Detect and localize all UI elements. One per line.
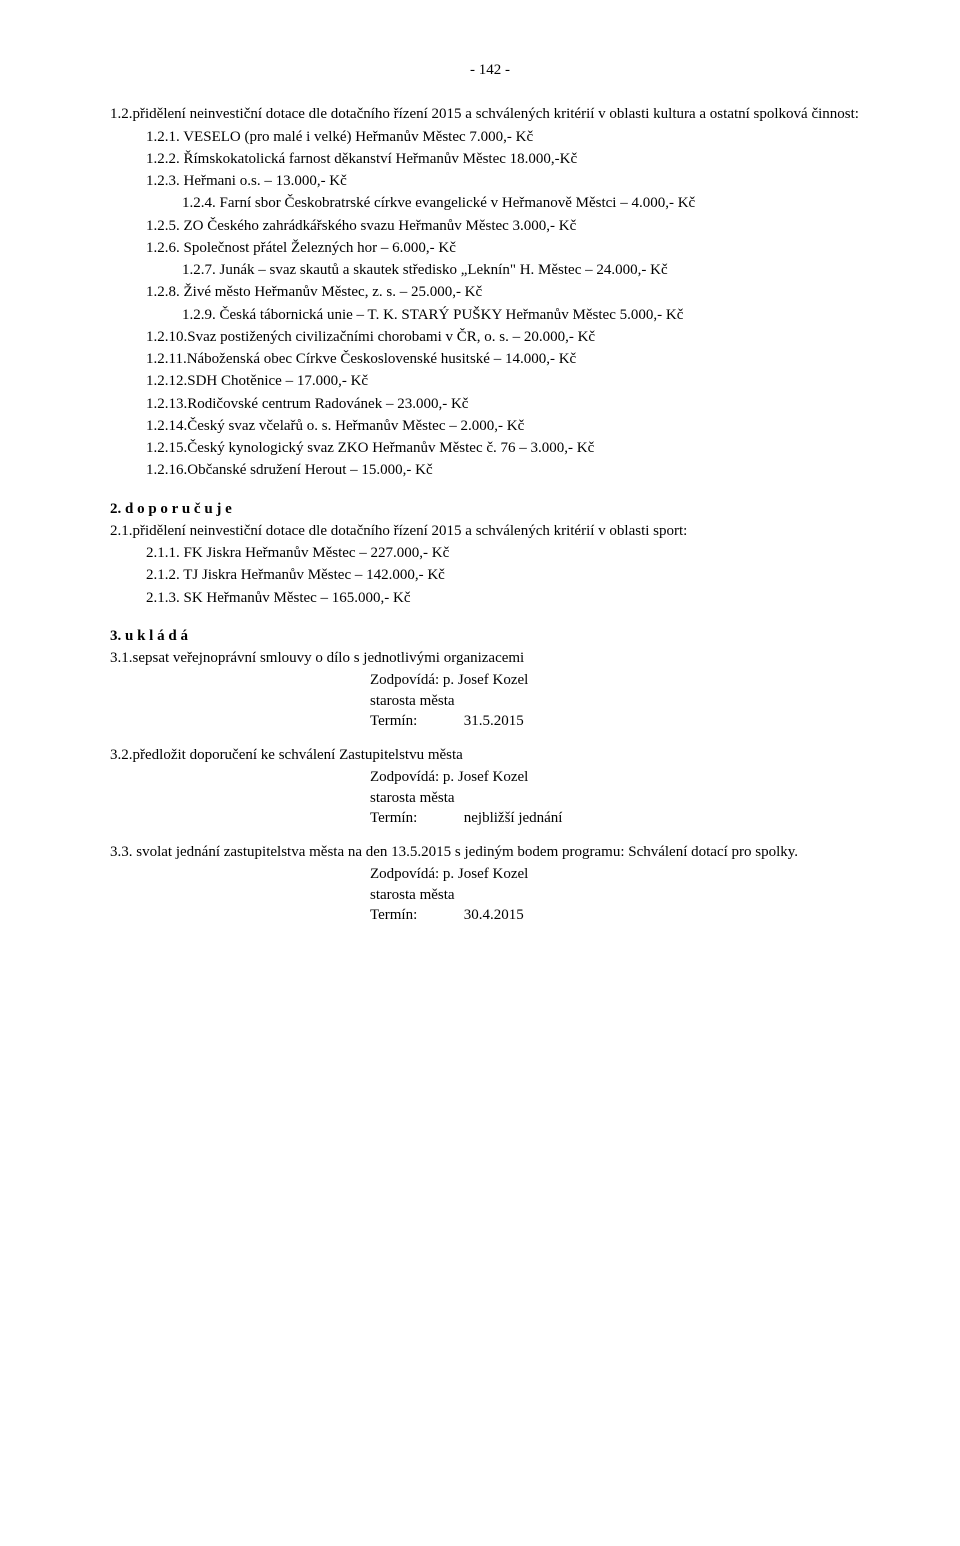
item-3-2: 3.2.předložit doporučení ke schválení Za… [110,745,870,765]
termin-3-1-value: 31.5.2015 [464,713,524,729]
item-3-3: 3.3. svolat jednání zastupitelstva města… [146,842,870,862]
termin-3-3-value: 30.4.2015 [464,907,524,923]
item-1-2-6: 1.2.6. Společnost přátel Železných hor –… [146,238,870,258]
item-1-2-11: 1.2.11.Náboženská obec Církve Českoslove… [146,349,870,369]
resp-3-2-a: Zodpovídá: p. Josef Kozel [110,767,870,787]
item-1-2-16: 1.2.16.Občanské sdružení Herout – 15.000… [146,460,870,480]
item-1-2-5: 1.2.5. ZO Českého zahrádkářského svazu H… [146,216,870,236]
section-3-heading: 3. u k l á d á [110,626,870,646]
item-1-2-4: 1.2.4. Farní sbor Českobratrské církve e… [146,193,870,213]
resp-3-3-b: starosta města [110,885,870,905]
resp-3-3-a: Zodpovídá: p. Josef Kozel [110,864,870,884]
item-1-2-3: 1.2.3. Heřmani o.s. – 13.000,- Kč [146,171,870,191]
resp-3-1-a: Zodpovídá: p. Josef Kozel [110,670,870,690]
item-1-2-7: 1.2.7. Junák – svaz skautů a skautek stř… [146,260,870,280]
termin-3-3: Termín: 30.4.2015 [110,905,870,925]
item-1-2-14: 1.2.14.Český svaz včelařů o. s. Heřmanův… [146,416,870,436]
termin-label: Termín: [370,905,460,925]
section-1-2-intro: 1.2.přidělení neinvestiční dotace dle do… [110,104,870,124]
item-1-2-1: 1.2.1. VESELO (pro malé i velké) Heřmanů… [146,127,870,147]
item-1-2-12: 1.2.12.SDH Chotěnice – 17.000,- Kč [146,371,870,391]
resp-3-2-b: starosta města [110,788,870,808]
item-2-1-2: 2.1.2. TJ Jiskra Heřmanův Městec – 142.0… [146,565,870,585]
item-2-1-3: 2.1.3. SK Heřmanův Městec – 165.000,- Kč [146,588,870,608]
item-1-2-2: 1.2.2. Římskokatolická farnost děkanství… [146,149,870,169]
item-1-2-9: 1.2.9. Česká tábornická unie – T. K. STA… [146,305,870,325]
termin-3-2: Termín: nejbližší jednání [110,808,870,828]
item-3-1: 3.1.sepsat veřejnoprávní smlouvy o dílo … [110,648,870,668]
item-1-2-8: 1.2.8. Živé město Heřmanův Městec, z. s.… [146,282,870,302]
page-number: - 142 - [110,60,870,80]
item-1-2-13: 1.2.13.Rodičovské centrum Radovánek – 23… [146,394,870,414]
termin-label: Termín: [370,711,460,731]
termin-3-1: Termín: 31.5.2015 [110,711,870,731]
item-1-2-15: 1.2.15.Český kynologický svaz ZKO Heřman… [146,438,870,458]
termin-label: Termín: [370,808,460,828]
item-2-1-1: 2.1.1. FK Jiskra Heřmanův Městec – 227.0… [146,543,870,563]
termin-3-2-value: nejbližší jednání [464,810,563,826]
section-2-1-intro: 2.1.přidělení neinvestiční dotace dle do… [110,521,870,541]
resp-3-1-b: starosta města [110,691,870,711]
item-1-2-10: 1.2.10.Svaz postižených civilizačními ch… [146,327,870,347]
section-2-heading: 2. d o p o r u č u j e [110,499,870,519]
